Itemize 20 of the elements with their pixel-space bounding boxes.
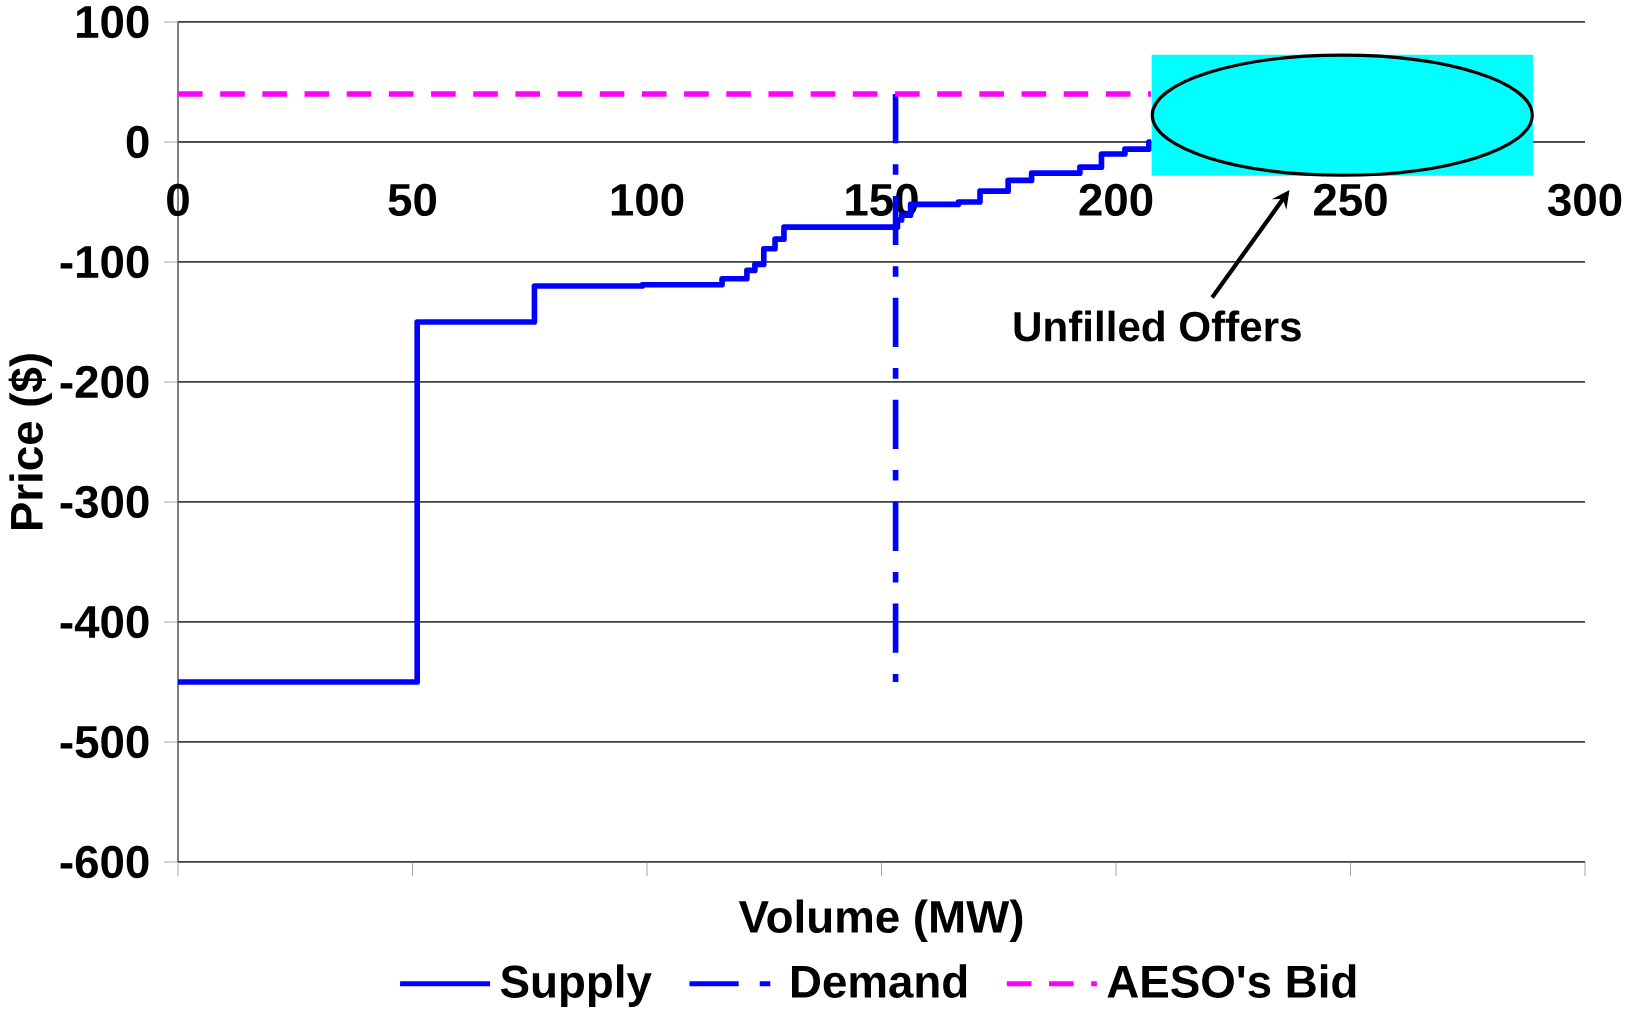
annotation: Unfilled Offers (1014, 310, 1301, 342)
legend-label: AESO's Bid (1107, 964, 1356, 998)
legend-label: Demand (791, 964, 967, 998)
x-tick-label: 50 (388, 183, 437, 217)
x-tick-label: 100 (611, 183, 684, 217)
y-axis-title: Price ($) (8, 354, 52, 530)
y-tick-label: -100 (60, 245, 149, 279)
x-tick-label: 300 (1547, 183, 1622, 217)
y-tick-label: 100 (76, 5, 149, 39)
y-tick-label: -300 (60, 485, 149, 519)
y-tick-label: -600 (60, 845, 149, 879)
y-tick-label: 0 (126, 125, 149, 159)
x-tick-label: 0 (167, 183, 189, 217)
x-axis-title: Volume (MW) (738, 899, 1023, 943)
y-tick-label: -200 (60, 365, 149, 399)
y-tick-label: -400 (60, 605, 149, 639)
y-tick-label: -500 (60, 725, 149, 759)
legend-label: Supply (500, 964, 652, 1007)
x-tick-label: 250 (1314, 183, 1387, 217)
x-tick-label: 200 (1079, 183, 1153, 217)
